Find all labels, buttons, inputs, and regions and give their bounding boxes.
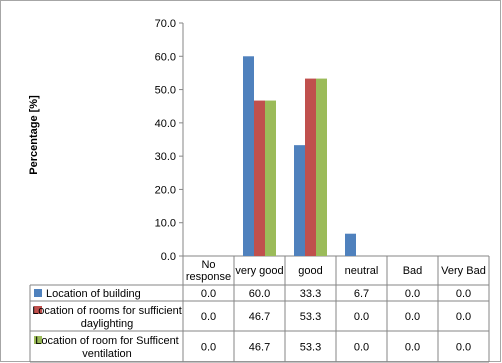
table-value: 0.0 <box>201 288 216 300</box>
bar <box>345 233 356 256</box>
table-value: 46.7 <box>249 342 270 354</box>
table-value: 0.0 <box>354 342 369 354</box>
table-value: 0.0 <box>354 311 369 323</box>
bar <box>305 78 316 256</box>
legend-swatch <box>34 306 42 314</box>
table-value: 0.0 <box>405 311 420 323</box>
table-value: 53.3 <box>300 342 321 354</box>
y-axis-label: Percentage [%] <box>28 95 40 175</box>
x-category-label: neutral <box>345 265 379 277</box>
x-category-label: Very Bad <box>441 265 486 277</box>
bar <box>243 56 254 257</box>
y-tick-label: 0.0 <box>161 251 176 263</box>
legend-swatch <box>34 289 42 297</box>
table-value: 46.7 <box>249 311 270 323</box>
table-value: 60.0 <box>249 288 270 300</box>
legend-label: Location of rooms for sufficient daylight… <box>32 305 182 330</box>
bar <box>254 100 265 256</box>
table-value: 0.0 <box>405 288 420 300</box>
table-value: 0.0 <box>405 342 420 354</box>
x-category-label: good <box>298 265 322 277</box>
table-value: 0.0 <box>456 288 471 300</box>
y-tick-label: 70.0 <box>155 18 176 30</box>
y-tick-label: 30.0 <box>155 151 176 163</box>
table-value: 0.0 <box>201 342 216 354</box>
y-tick-label: 40.0 <box>155 118 176 130</box>
bar <box>316 78 327 256</box>
bar <box>294 145 305 256</box>
x-category-label: very good <box>235 265 283 277</box>
table-value: 53.3 <box>300 311 321 323</box>
table-value: 6.7 <box>354 288 369 300</box>
x-category-label: Bad <box>403 265 423 277</box>
legend-label: Location of building <box>46 288 141 300</box>
x-category-label: No response <box>186 259 231 283</box>
y-tick-label: 50.0 <box>155 85 176 97</box>
table-value: 0.0 <box>456 311 471 323</box>
y-tick-label: 10.0 <box>155 218 176 230</box>
table-value: 0.0 <box>201 311 216 323</box>
table-value: 0.0 <box>456 342 471 354</box>
legend-label: Location of room for Sufficent ventilatio… <box>35 335 179 360</box>
legend-swatch <box>34 336 42 344</box>
table-value: 33.3 <box>300 288 321 300</box>
bar <box>265 100 276 256</box>
y-tick-label: 60.0 <box>155 51 176 63</box>
y-tick-label: 20.0 <box>155 184 176 196</box>
